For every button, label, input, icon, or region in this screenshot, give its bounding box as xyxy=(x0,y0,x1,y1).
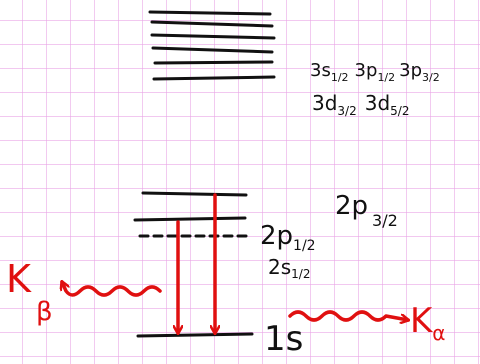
label-part: 2p xyxy=(335,191,368,221)
label-part: 5/2 xyxy=(390,104,409,118)
label-part: 3d xyxy=(365,91,390,115)
label-part: 3/2 xyxy=(372,211,398,230)
label-part: 3/2 xyxy=(337,104,356,118)
level-label: 1s xyxy=(264,319,303,359)
label-part: 1/2 xyxy=(293,238,316,254)
label-part: 1/2 xyxy=(331,71,349,84)
label-part: α xyxy=(432,321,445,345)
label-part: 3s xyxy=(310,60,331,81)
label-part: 1/2 xyxy=(377,71,395,84)
label-part: 2s xyxy=(268,255,291,279)
label-part: 3p xyxy=(355,60,378,81)
label-part: K xyxy=(6,257,32,301)
label-part: β xyxy=(36,297,53,327)
label-part: 3/2 xyxy=(422,71,440,84)
label-part: K xyxy=(410,301,434,341)
label-part: 2p xyxy=(260,221,293,251)
grid-paper xyxy=(0,0,480,364)
n1-level xyxy=(138,334,252,336)
label-part: 1/2 xyxy=(291,267,310,281)
label-part: 3d xyxy=(312,91,337,115)
diagram: 3s1/23p1/23p3/2 3d3/23d5/2 2p3/2 2p1/2 2… xyxy=(0,0,480,364)
label-part: 3p xyxy=(399,60,422,81)
